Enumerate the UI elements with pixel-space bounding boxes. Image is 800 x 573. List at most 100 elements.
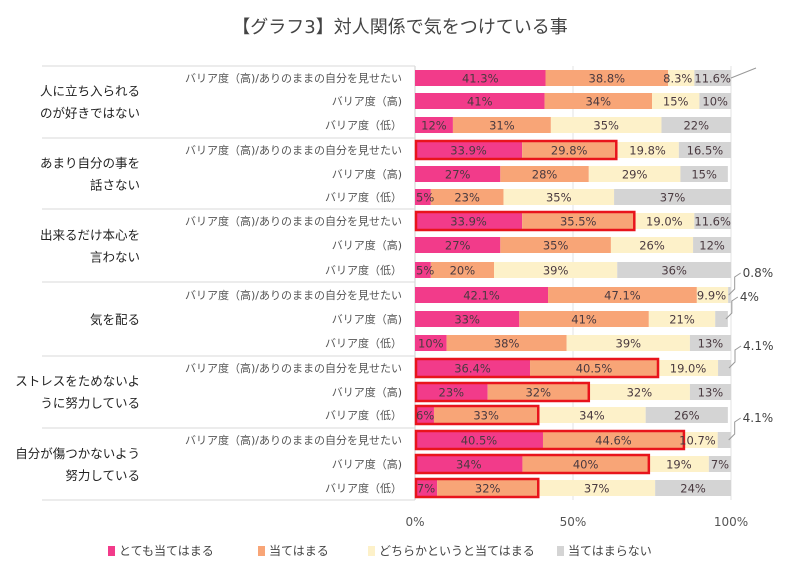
- bar-segment: [588, 166, 681, 182]
- value-label: 22%: [683, 119, 709, 133]
- bar-segment: [538, 480, 656, 496]
- bar-segment: [645, 407, 728, 423]
- bar-segment: [415, 166, 501, 182]
- bar-segment: [566, 335, 690, 351]
- group-label: ストレスをためないよ: [15, 374, 140, 389]
- value-label: 13%: [698, 386, 724, 400]
- value-label: 41%: [571, 313, 597, 327]
- row-label: バリア度（高): [332, 385, 402, 399]
- bar-segment: [487, 384, 589, 400]
- value-label: 9.9%: [697, 289, 726, 303]
- bar-segment: [548, 287, 697, 303]
- bar-segment: [415, 384, 488, 400]
- bar-segment: [680, 166, 728, 182]
- bar-segment: [544, 93, 652, 109]
- bars: 41.3% 38.8% 8.3% 11.6%41% 34% 15% 10%12% 31% 35%…: [414, 67, 774, 499]
- bar-segment: [415, 93, 545, 109]
- legend-label: 当てはまる: [269, 544, 329, 558]
- bar-segment: [437, 480, 539, 496]
- bar-segment: [634, 213, 695, 229]
- value-label: 41.3%: [462, 72, 499, 86]
- external-value-label: 4.1%: [743, 411, 774, 425]
- highlight-box: [414, 429, 686, 451]
- bar-segment: [694, 70, 731, 86]
- bar-segment: [522, 456, 649, 472]
- group-label: 自分が傷つかないよう: [15, 446, 140, 461]
- highlight-box: [414, 453, 651, 475]
- row-label: バリア度（高)/ありのままの自分を見せたい: [185, 71, 402, 85]
- row-label: バリア度（低）: [325, 336, 402, 350]
- bar-segment: [617, 262, 731, 278]
- bar-segment: [655, 480, 731, 496]
- bar-segment: [415, 335, 447, 351]
- value-label: 5%: [416, 191, 434, 205]
- value-label: 40.5%: [461, 434, 498, 448]
- legend-swatch: [258, 546, 265, 556]
- group-label: 気を配る: [90, 312, 140, 327]
- legend-label: とても当てはまる: [119, 544, 214, 558]
- group-label: あまり自分の事を: [40, 156, 140, 171]
- value-label: 23%: [439, 386, 465, 400]
- bar-segment: [415, 360, 531, 376]
- bar-segment: [530, 360, 659, 376]
- x-axis-ticks: 0% 50% 100%: [405, 515, 748, 529]
- bar-segment: [668, 70, 695, 86]
- bar-segment: [430, 262, 494, 278]
- value-label: 13%: [698, 337, 724, 351]
- value-label: 11.6%: [694, 215, 731, 229]
- bar-segment: [415, 407, 434, 423]
- row-label: バリア度（高): [332, 457, 402, 471]
- bar-segment: [415, 189, 431, 205]
- value-label: 7%: [417, 482, 435, 496]
- leader-line: [725, 296, 739, 320]
- bar-segment: [494, 262, 618, 278]
- row-label: バリア度（高)/ありのままの自分を見せたい: [185, 143, 402, 157]
- value-label: 47.1%: [604, 289, 641, 303]
- group-label: 言わない: [90, 250, 140, 265]
- bar-segment: [678, 142, 731, 158]
- row-label: バリア度（低）: [325, 481, 402, 495]
- value-label: 19%: [666, 458, 692, 472]
- value-label: 35%: [593, 119, 619, 133]
- bar-segment: [522, 142, 617, 158]
- value-label: 35%: [543, 239, 569, 253]
- bar-segment: [415, 262, 431, 278]
- bar-segment: [610, 237, 694, 253]
- row-label: バリア度（高): [332, 238, 402, 252]
- bar-segment: [652, 93, 700, 109]
- value-label: 33%: [473, 409, 499, 423]
- bar-segment: [658, 360, 719, 376]
- bar-segment: [415, 311, 520, 327]
- value-label: 41%: [467, 95, 493, 109]
- chart-title: 【グラフ3】対人関係で気をつけている事: [232, 17, 567, 38]
- external-value-label: 0.8%: [743, 266, 774, 280]
- value-label: 32%: [525, 386, 551, 400]
- value-label: 5%: [416, 264, 434, 278]
- bar-segment: [415, 456, 523, 472]
- external-value-label: 4%: [740, 290, 759, 304]
- value-label: 10.7%: [679, 434, 716, 448]
- bar-segment: [500, 237, 611, 253]
- legend-swatch: [108, 546, 115, 556]
- value-label: 28%: [532, 168, 558, 182]
- row-label: バリア度（高): [332, 312, 402, 326]
- value-label: 42.1%: [463, 289, 500, 303]
- bar-segment: [715, 311, 728, 327]
- value-label: 16.5%: [687, 144, 724, 158]
- value-label: 34%: [579, 409, 605, 423]
- highlight-box: [414, 381, 591, 403]
- value-label: 20%: [450, 264, 476, 278]
- bar-segment: [696, 287, 729, 303]
- value-label: 26%: [639, 239, 665, 253]
- bar-segment: [689, 384, 731, 400]
- bar-segment: [718, 360, 731, 376]
- bar-segment: [415, 432, 543, 448]
- legend-swatch: [368, 546, 375, 556]
- value-label: 29.8%: [551, 144, 588, 158]
- value-label: 44.6%: [595, 434, 632, 448]
- value-label: 10%: [702, 95, 728, 109]
- value-label: 33.9%: [450, 144, 487, 158]
- group-label: 出来るだけ本心を: [40, 228, 140, 243]
- value-label: 23%: [454, 191, 480, 205]
- value-label: 34%: [585, 95, 611, 109]
